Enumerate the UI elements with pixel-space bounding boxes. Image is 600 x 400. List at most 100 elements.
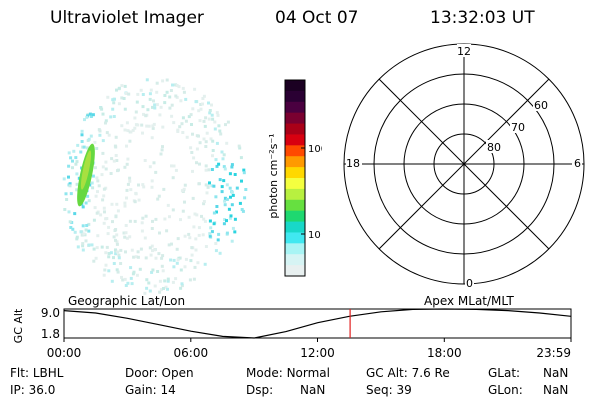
aurora-pixel — [123, 204, 127, 208]
aurora-pixel — [75, 160, 79, 164]
xtick-label-0600: 06:00 — [174, 346, 209, 360]
aurora-pixel — [68, 220, 72, 224]
aurora-pixel — [214, 242, 218, 245]
aurora-pixel — [151, 105, 154, 109]
aurora-pixel — [115, 242, 119, 246]
aurora-pixel — [101, 112, 105, 116]
aurora-pixel — [158, 113, 162, 117]
aurora-pixel — [205, 131, 209, 135]
aurora-pixel — [215, 205, 219, 208]
aurora-pixel — [179, 268, 183, 272]
aurora-pixel — [183, 234, 187, 238]
aurora-pixel — [147, 124, 151, 128]
aurora-pixel — [131, 128, 135, 132]
aurora-pixel — [151, 249, 154, 253]
aurora-pixel — [243, 196, 247, 200]
date-label: 04 Oct 07 — [275, 8, 359, 28]
aurora-pixel — [163, 101, 167, 105]
aurora-pixel — [116, 270, 120, 274]
aurora-pixel — [150, 185, 154, 189]
aurora-pixel — [240, 179, 243, 183]
aurora-pixel — [75, 235, 79, 239]
aurora-pixel — [87, 229, 91, 233]
aurora-pixel — [207, 117, 211, 121]
colorbar-cell — [285, 167, 305, 179]
aurora-pixel — [222, 179, 226, 183]
aurora-pixel — [204, 183, 208, 187]
aurora-pixel — [161, 269, 165, 273]
aurora-pixel — [104, 160, 108, 164]
aurora-pixel — [120, 124, 124, 128]
aurora-pixel — [175, 84, 179, 87]
colorbar-cell — [285, 156, 305, 168]
aurora-pixel — [84, 201, 88, 205]
aurora-pixel — [215, 164, 219, 168]
aurora-pixel — [104, 167, 108, 171]
aurora-pixel — [113, 97, 116, 101]
aurora-pixel — [114, 238, 117, 242]
aurora-pixel — [124, 250, 127, 254]
colorbar-tick-label-100: 100 — [308, 144, 322, 155]
aurora-pixel — [101, 198, 105, 202]
aurora-pixel — [159, 105, 163, 109]
aurora-pixel — [148, 246, 152, 250]
aurora-pixel — [214, 158, 218, 162]
aurora-pixel — [197, 182, 201, 186]
aurora-pixel — [217, 124, 221, 128]
aurora-pixel — [148, 165, 152, 169]
aurora-pixel — [203, 219, 207, 223]
aurora-pixel — [158, 279, 162, 283]
label-bg-70 — [510, 120, 527, 133]
aurora-pixel — [140, 221, 144, 225]
aurora-pixel — [80, 133, 84, 137]
aurora-pixel — [200, 214, 203, 218]
aurora-pixel — [94, 256, 98, 260]
aurora-pixel — [220, 185, 224, 189]
aurora-pixel — [116, 209, 120, 213]
aurora-pixel — [112, 115, 116, 118]
aurora-pixel — [98, 129, 102, 133]
aurora-pixel — [107, 252, 111, 255]
aurora-pixel — [132, 270, 136, 274]
seq-field: Seq: 39 — [366, 383, 412, 397]
aurora-pixel — [133, 219, 137, 223]
aurora-pixel — [150, 244, 154, 248]
aurora-pixel — [63, 208, 67, 211]
aurora-pixel — [96, 234, 100, 238]
aurora-pixel — [129, 266, 133, 270]
aurora-pixel — [222, 153, 226, 157]
lat-label-60: 60 — [534, 99, 548, 112]
flt-value: LBHL — [32, 366, 64, 380]
aurora-pixel — [72, 149, 76, 153]
aurora-pixel — [190, 246, 194, 250]
aurora-pixel — [207, 101, 210, 105]
aurora-pixel — [211, 117, 215, 121]
aurora-pixel — [220, 150, 224, 154]
aurora-pixel — [137, 183, 140, 187]
aurora-pixel — [155, 90, 159, 94]
aurora-pixel — [125, 162, 129, 166]
aurora-pixel — [159, 288, 163, 292]
aurora-pixel — [150, 179, 154, 183]
aurora-pixel — [152, 99, 155, 103]
aurora-pixel — [166, 287, 169, 291]
aurora-pixel — [123, 107, 127, 111]
label-bg-12 — [457, 44, 471, 57]
aurora-pixel — [208, 109, 212, 112]
aurora-pixel — [150, 227, 154, 230]
ip-value: 36.0 — [28, 383, 56, 397]
aurora-pixel — [174, 168, 178, 172]
aurora-pixel — [165, 90, 169, 94]
aurora-pixel — [145, 286, 149, 290]
aurora-pixel — [233, 173, 237, 176]
aurora-pixel — [128, 179, 132, 183]
aurora-pixel — [79, 150, 83, 154]
aurora-pixel — [181, 131, 185, 134]
aurora-pixel — [202, 217, 206, 221]
apex-label: Apex MLat/MLT — [424, 294, 514, 308]
aurora-pixel — [202, 200, 206, 203]
aurora-pixel — [68, 184, 72, 188]
aurora-pixel — [207, 168, 211, 172]
aurora-pixel — [125, 144, 128, 148]
aurora-pixel — [114, 252, 118, 256]
